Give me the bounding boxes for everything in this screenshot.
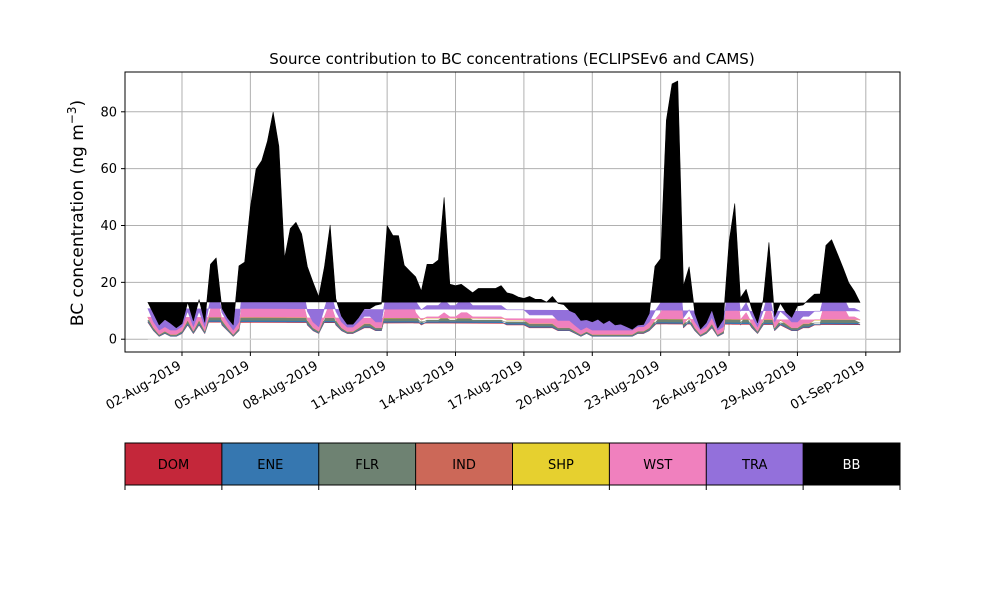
y-tick-label: 60 <box>100 162 117 177</box>
x-tick-label: 14-Aug-2019 <box>377 358 457 413</box>
x-tick-label: 26-Aug-2019 <box>651 358 731 413</box>
legend-label-dom: DOM <box>158 458 189 473</box>
y-axis-label-text: BC concentration (ng m <box>68 124 88 326</box>
stacked-areas <box>147 80 866 340</box>
x-tick-label: 20-Aug-2019 <box>514 358 594 413</box>
legend-swatch-ene <box>221 443 319 485</box>
y-tick-label: 80 <box>100 105 117 120</box>
x-tick-label: 29-Aug-2019 <box>719 358 799 413</box>
y-axis-label-suffix: ) <box>68 100 88 107</box>
x-tick-label: 17-Aug-2019 <box>446 358 526 413</box>
legend-label-bb: BB <box>843 458 861 473</box>
x-tick-label: 05-Aug-2019 <box>172 358 252 413</box>
legend-swatch-wst <box>609 443 707 485</box>
plot-frame <box>124 71 901 353</box>
legend-label-tra: TRA <box>741 458 767 473</box>
legend-swatch-bb <box>803 443 900 485</box>
x-tick-label: 01-Sep-2019 <box>788 358 868 413</box>
legend-label-ene: ENE <box>257 458 283 473</box>
legend-label-flr: FLR <box>355 458 379 473</box>
x-tick-label: 02-Aug-2019 <box>104 358 184 413</box>
y-tick-label: 40 <box>100 219 117 234</box>
x-tick-label: 11-Aug-2019 <box>309 358 389 413</box>
legend-swatch-shp <box>512 443 610 485</box>
y-tick-label: 0 <box>109 333 117 348</box>
x-tick-label: 08-Aug-2019 <box>240 358 320 413</box>
legend-swatch-ind <box>415 443 513 485</box>
y-tick-label: 20 <box>100 276 117 291</box>
legend-label-ind: IND <box>452 458 476 473</box>
y-axis-label-exponent: −3 <box>65 106 79 124</box>
legend-label-wst: WST <box>643 458 672 473</box>
legend-swatch-tra <box>706 443 804 485</box>
series-bb-area <box>147 80 861 330</box>
y-axis-label: BC concentration (ng m−3) <box>65 100 88 326</box>
legend-colorbar: DOM ENE FLR IND SHP WST TRA BB <box>124 442 901 490</box>
legend-swatch-dom <box>125 443 222 485</box>
legend-label-shp: SHP <box>548 458 574 473</box>
axes: 0 20 40 60 80 02-Aug-201905-Aug-201908-Aug-20… <box>100 71 901 414</box>
x-tick-label: 23-Aug-2019 <box>582 358 662 413</box>
legend-swatch-flr <box>318 443 416 485</box>
chart-title: Source contribution to BC concentrations… <box>269 50 754 68</box>
